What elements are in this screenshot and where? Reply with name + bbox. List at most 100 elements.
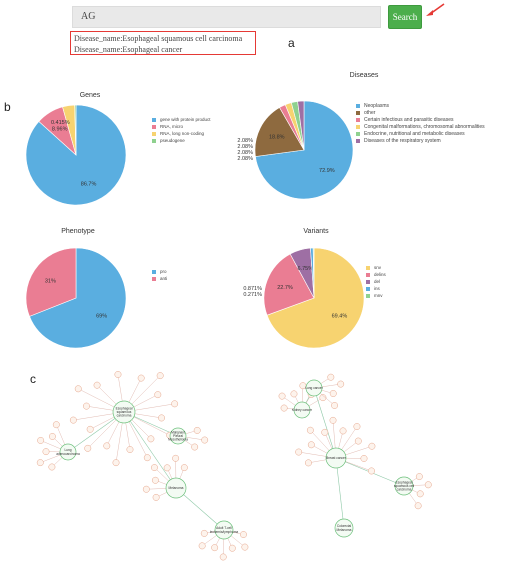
- legend-item[interactable]: delins: [366, 271, 386, 278]
- gene-node[interactable]: [163, 464, 171, 472]
- gene-node[interactable]: [321, 428, 329, 436]
- gene-node[interactable]: [211, 544, 219, 552]
- gene-node[interactable]: [142, 485, 150, 493]
- gene-node[interactable]: [329, 416, 337, 424]
- suggestion-item[interactable]: Disease_name:Esophageal squamous cell ca…: [74, 34, 243, 43]
- gene-node[interactable]: [143, 454, 151, 462]
- gene-node[interactable]: [228, 544, 236, 552]
- gene-node[interactable]: [48, 433, 56, 440]
- legend-item[interactable]: snv: [366, 264, 386, 271]
- legend-item[interactable]: RNA, long non-coding: [152, 130, 211, 137]
- legend-item[interactable]: other: [356, 109, 485, 116]
- gene-node[interactable]: [103, 442, 111, 450]
- gene-node[interactable]: [147, 435, 155, 443]
- legend-item[interactable]: Certain infectious and parasitic disease…: [356, 116, 485, 123]
- gene-node[interactable]: [290, 390, 298, 398]
- gene-node[interactable]: [93, 381, 101, 389]
- gene-node[interactable]: [191, 443, 199, 451]
- disease-node-label: Pleural: [173, 434, 183, 438]
- gene-node[interactable]: [42, 448, 50, 456]
- disease-node[interactable]: [305, 379, 323, 397]
- legend-item[interactable]: Congenital malformations, chromosomal ab…: [356, 123, 485, 130]
- disease-node[interactable]: [169, 427, 187, 445]
- gene-node[interactable]: [86, 425, 94, 433]
- gene-node[interactable]: [278, 392, 286, 400]
- gene-node[interactable]: [319, 394, 327, 402]
- gene-node[interactable]: [156, 372, 164, 380]
- search-button[interactable]: Search: [388, 5, 422, 29]
- disease-node[interactable]: [325, 447, 347, 469]
- legend-item[interactable]: anti: [152, 275, 167, 282]
- disease-node[interactable]: [334, 518, 354, 538]
- gene-node[interactable]: [83, 402, 90, 410]
- gene-node[interactable]: [36, 459, 44, 467]
- gene-node[interactable]: [424, 481, 432, 489]
- gene-node[interactable]: [241, 543, 249, 551]
- gene-node[interactable]: [368, 467, 375, 475]
- gene-node[interactable]: [112, 459, 120, 467]
- gene-node[interactable]: [52, 421, 60, 429]
- gene-node[interactable]: [37, 436, 45, 444]
- legend-item[interactable]: mnv: [366, 292, 386, 299]
- gene-node[interactable]: [114, 371, 122, 378]
- gene-node[interactable]: [331, 402, 339, 409]
- gene-node[interactable]: [154, 391, 162, 399]
- gene-node[interactable]: [329, 390, 337, 397]
- gene-node[interactable]: [84, 444, 92, 452]
- gene-node[interactable]: [414, 502, 422, 510]
- disease-node[interactable]: [214, 520, 234, 540]
- gene-node[interactable]: [171, 400, 179, 408]
- gene-node[interactable]: [137, 374, 145, 382]
- gene-node[interactable]: [158, 414, 165, 422]
- gene-node[interactable]: [368, 442, 376, 450]
- gene-node[interactable]: [240, 531, 247, 538]
- legend-item[interactable]: del: [366, 278, 386, 285]
- legend-item[interactable]: ins: [366, 285, 386, 292]
- suggestion-item[interactable]: Disease_name:Esophageal cancer: [74, 45, 183, 54]
- gene-node[interactable]: [69, 416, 77, 424]
- gene-node[interactable]: [415, 473, 423, 481]
- gene-node[interactable]: [200, 529, 208, 537]
- legend-item[interactable]: pseudogene: [152, 137, 211, 144]
- panel-label-a: a: [288, 36, 295, 50]
- gene-node[interactable]: [150, 464, 158, 472]
- gene-node[interactable]: [339, 427, 347, 435]
- variants-legend: snv delins del ins mnv: [366, 264, 386, 299]
- gene-node[interactable]: [304, 459, 312, 467]
- gene-node[interactable]: [152, 493, 160, 501]
- legend-item[interactable]: Diseases of the respiratory system: [356, 137, 485, 144]
- legend-item[interactable]: RNA, micro: [152, 123, 211, 130]
- gene-node[interactable]: [295, 448, 303, 456]
- gene-node[interactable]: [172, 454, 180, 462]
- legend-item[interactable]: gene with protein product: [152, 116, 211, 123]
- gene-node[interactable]: [353, 423, 361, 430]
- search-input[interactable]: AG: [72, 6, 381, 28]
- gene-node[interactable]: [280, 404, 288, 412]
- gene-node[interactable]: [48, 463, 56, 471]
- gene-node[interactable]: [151, 476, 159, 484]
- network-edge: [123, 411, 177, 489]
- legend-item[interactable]: Neoplasms: [356, 102, 485, 109]
- disease-node[interactable]: [112, 400, 136, 424]
- gene-node[interactable]: [201, 436, 209, 444]
- gene-node[interactable]: [337, 380, 345, 388]
- gene-node[interactable]: [360, 455, 368, 462]
- disease-node[interactable]: [293, 401, 311, 419]
- gene-node[interactable]: [74, 385, 82, 393]
- gene-node[interactable]: [180, 464, 188, 472]
- gene-node[interactable]: [193, 426, 201, 434]
- network-edge: [313, 387, 337, 459]
- gene-node[interactable]: [327, 373, 335, 381]
- disease-node[interactable]: [59, 443, 77, 461]
- gene-node[interactable]: [219, 553, 227, 561]
- legend-item[interactable]: pro: [152, 268, 167, 275]
- gene-node[interactable]: [306, 426, 314, 434]
- disease-node[interactable]: [394, 476, 414, 496]
- gene-node[interactable]: [354, 437, 362, 445]
- legend-item[interactable]: Endocrine, nutritional and metabolic dis…: [356, 130, 485, 137]
- gene-node[interactable]: [307, 441, 315, 449]
- gene-node[interactable]: [198, 542, 206, 550]
- gene-node[interactable]: [416, 490, 424, 498]
- disease-node[interactable]: [165, 477, 187, 499]
- gene-node[interactable]: [126, 446, 134, 453]
